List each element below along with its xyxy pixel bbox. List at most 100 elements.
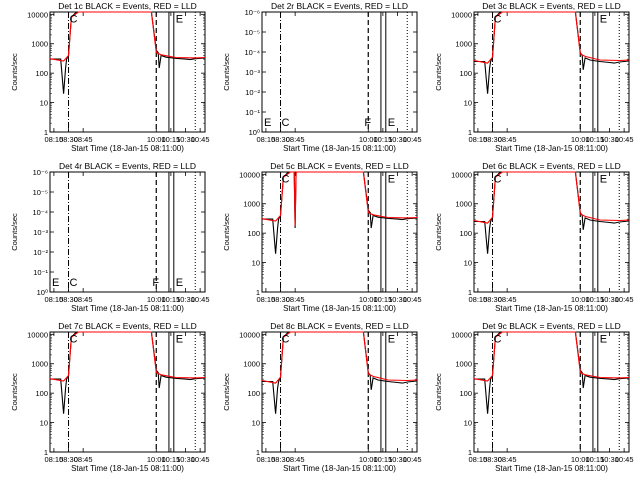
y-tick-label: 100 — [459, 389, 472, 398]
marker-letter-label: C — [493, 333, 501, 345]
x-axis-label: Start Time (18-Jan-15 08:11:00) — [283, 464, 396, 473]
chart-panel: Det 8c BLACK = Events, RED = LLD 1 10 100 10… — [222, 321, 422, 473]
y-axis-label: Counts/sec — [434, 53, 443, 91]
x-tick-label: 08:15 — [257, 295, 276, 304]
marker-letter-label: C — [69, 333, 77, 345]
marker-letter-label: E — [176, 13, 183, 25]
x-tick-label: 08:30 — [271, 135, 290, 144]
x-tick-label: 10:00 — [147, 135, 166, 144]
x-tick-label: 10:00 — [359, 455, 378, 464]
y-tick-label: 1 — [44, 128, 48, 137]
y-tick-label: 10 — [252, 259, 260, 268]
y-axis-label: Counts/sec — [10, 53, 19, 91]
y-tick-label: 10000 — [239, 330, 260, 339]
x-tick-label: 08:15 — [257, 135, 276, 144]
plot-frame — [49, 331, 206, 453]
x-tick-label: 10:45 — [191, 135, 210, 144]
x-tick-label: 10:00 — [147, 295, 166, 304]
x-tick-label: 10:30 — [600, 135, 619, 144]
chart-panel: Det 1c BLACK = Events, RED = LLD 1 10 100 10… — [10, 1, 210, 153]
x-tick-label: 10:15 — [161, 455, 180, 464]
y-tick-label: 10⁻³ — [33, 228, 48, 237]
x-tick-label: 08:45 — [498, 455, 517, 464]
x-tick-label: 08:45 — [498, 135, 517, 144]
y-tick-label: 10⁻² — [33, 248, 48, 257]
plot-frame — [473, 331, 630, 453]
chart-panel: Det 7c BLACK = Events, RED = LLD 1 10 100 10… — [10, 321, 210, 473]
x-tick-label: 10:15 — [161, 295, 180, 304]
marker-letter-label: C — [281, 333, 289, 345]
x-tick-label: 08:45 — [74, 135, 93, 144]
marker-letter-label: C — [281, 117, 289, 129]
y-tick-label: 10⁰ — [37, 288, 48, 297]
x-tick-label: 08:30 — [271, 295, 290, 304]
y-tick-label: 10000 — [27, 10, 48, 19]
marker-letter-label: F — [152, 277, 159, 289]
y-tick-label: 10⁻⁵ — [33, 188, 48, 197]
marker-letter-label: E — [388, 173, 395, 185]
y-tick-label: 1000 — [455, 40, 472, 49]
y-tick-label: 100 — [247, 389, 260, 398]
x-tick-label: 08:30 — [59, 135, 78, 144]
x-tick-label: 10:45 — [615, 295, 634, 304]
y-tick-label: 10000 — [451, 10, 472, 19]
y-tick-label: 10⁻⁶ — [33, 168, 48, 177]
x-axis-label: Start Time (18-Jan-15 08:11:00) — [283, 304, 396, 313]
marker-letter-label: E — [52, 277, 59, 289]
y-tick-label: 10 — [40, 99, 48, 108]
y-tick-label: 10000 — [239, 170, 260, 179]
x-tick-label: 10:30 — [388, 295, 407, 304]
y-tick-label: 100 — [247, 229, 260, 238]
y-tick-label: 1 — [468, 448, 472, 457]
marker-letter-label: C — [281, 173, 289, 185]
marker-letter-label: E — [600, 13, 607, 25]
x-tick-label: 08:30 — [59, 295, 78, 304]
chart-title: Det 9c BLACK = Events, RED = LLD — [482, 321, 620, 331]
x-tick-label: 10:45 — [615, 135, 634, 144]
chart-title: Det 2r BLACK = Events, RED = LLD — [271, 1, 408, 11]
chart-title: Det 5c BLACK = Events, RED = LLD — [270, 161, 408, 171]
chart-panel: Det 2r BLACK = Events, RED = LLD 10⁰ 10⁻¹ 1… — [222, 1, 422, 153]
y-axis-label: Counts/sec — [434, 373, 443, 411]
y-axis-label: Counts/sec — [222, 373, 231, 411]
x-tick-label: 10:30 — [176, 455, 195, 464]
y-tick-label: 100 — [459, 69, 472, 78]
x-tick-label: 10:30 — [388, 455, 407, 464]
x-tick-label: 08:15 — [469, 135, 488, 144]
x-tick-label: 10:15 — [373, 455, 392, 464]
y-tick-label: 1000 — [455, 360, 472, 369]
x-axis-label: Start Time (18-Jan-15 08:11:00) — [71, 144, 184, 153]
lld-series-line — [49, 11, 206, 62]
x-tick-label: 10:45 — [403, 135, 422, 144]
y-tick-label: 1000 — [243, 360, 260, 369]
x-tick-label: 08:15 — [45, 455, 64, 464]
x-tick-label: 10:00 — [571, 135, 590, 144]
y-tick-label: 10⁻⁴ — [244, 48, 260, 57]
x-tick-label: 08:30 — [483, 455, 502, 464]
x-axis-label: Start Time (18-Jan-15 08:11:00) — [71, 304, 184, 313]
y-tick-label: 10000 — [451, 330, 472, 339]
y-tick-label: 10⁻⁶ — [245, 8, 260, 17]
x-tick-label: 10:45 — [403, 455, 422, 464]
chart-panel: Det 9c BLACK = Events, RED = LLD 1 10 100 10… — [434, 321, 634, 473]
plot-frame — [49, 11, 206, 133]
x-tick-label: 08:45 — [498, 295, 517, 304]
x-tick-label: 10:15 — [585, 455, 604, 464]
y-tick-label: 10⁻¹ — [33, 268, 48, 277]
marker-letter-label: C — [493, 13, 501, 25]
x-tick-label: 08:30 — [483, 295, 502, 304]
y-tick-label: 10 — [464, 419, 472, 428]
y-tick-label: 100 — [35, 389, 48, 398]
chart-panel: Det 5c BLACK = Events, RED = LLD 1 10 100 10… — [222, 161, 422, 313]
x-tick-label: 08:45 — [74, 295, 93, 304]
lld-series-line — [261, 171, 418, 226]
chart-title: Det 8c BLACK = Events, RED = LLD — [270, 321, 408, 331]
x-tick-label: 08:15 — [45, 295, 64, 304]
x-tick-label: 08:30 — [59, 455, 78, 464]
x-tick-label: 10:15 — [373, 295, 392, 304]
lld-series-line — [261, 331, 418, 384]
y-tick-label: 1 — [468, 288, 472, 297]
x-tick-label: 08:15 — [257, 455, 276, 464]
chart-panel: Det 6c BLACK = Events, RED = LLD 1 10 100 10… — [434, 161, 634, 313]
x-tick-label: 10:45 — [191, 295, 210, 304]
